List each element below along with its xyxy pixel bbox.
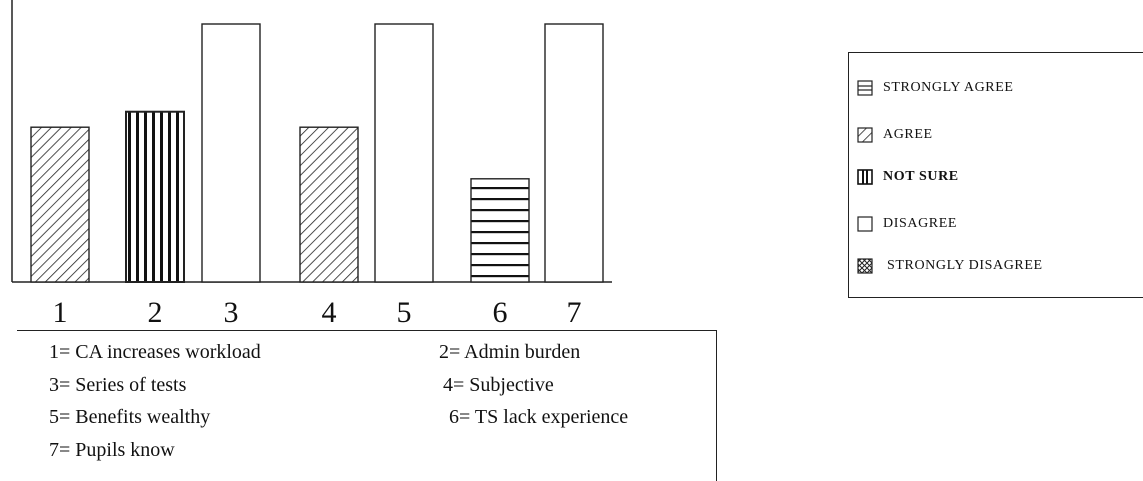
key-item-6: 6= TS lack experience: [449, 406, 629, 428]
x-tick-label-3: 3: [224, 296, 239, 329]
legend-label-not-sure: NOT SURE: [883, 169, 959, 184]
legend-entry-not-sure: NOT SURE: [857, 166, 959, 188]
key-item-2: 2= Admin burden: [439, 341, 581, 363]
legend-label-agree: AGREE: [883, 127, 933, 142]
legend-entry-strongly-agree: STRONGLY AGREE: [857, 77, 1014, 99]
key-item-3: 3= Series of tests: [49, 374, 187, 396]
not-sure-swatch-icon: [857, 169, 873, 185]
legend-entry-agree: AGREE: [857, 124, 933, 146]
strongly-agree-swatch-icon: [857, 80, 873, 96]
legend-label-strongly-disagree: STRONGLY DISAGREE: [887, 258, 1043, 273]
legend-label-strongly-agree: STRONGLY AGREE: [883, 80, 1014, 95]
bar-4: [299, 126, 359, 283]
strongly-disagree-swatch-icon: [857, 258, 873, 274]
bar-chart: 1 2 3 4 5 6 7: [11, 0, 612, 329]
bar-5: [374, 23, 434, 283]
x-tick-label-1: 1: [53, 296, 68, 329]
bar-1: [30, 126, 90, 283]
x-tick-label-5: 5: [397, 296, 412, 329]
legend-label-disagree: DISAGREE: [883, 216, 958, 231]
x-tick-label-4: 4: [322, 296, 337, 329]
bar-3: [201, 23, 261, 283]
disagree-swatch-icon: [857, 216, 873, 232]
key-item-7: 7= Pupils know: [49, 439, 175, 461]
bar-6: [470, 178, 530, 283]
legend-entry-strongly-disagree: STRONGLY DISAGREE: [857, 255, 1043, 277]
x-tick-label-7: 7: [567, 296, 582, 329]
bar-7: [544, 23, 604, 283]
key-item-1: 1= CA increases workload: [49, 341, 261, 363]
key-item-5: 5= Benefits wealthy: [49, 406, 211, 428]
key-item-4: 4= Subjective: [443, 374, 554, 396]
legend: STRONGLY AGREE AGREE NOT SURE DISAGREE S…: [848, 52, 1143, 298]
agree-swatch-icon: [857, 127, 873, 143]
legend-entry-disagree: DISAGREE: [857, 213, 957, 235]
x-tick-label-2: 2: [148, 296, 163, 329]
bar-2: [125, 110, 185, 283]
category-key-box: 1= CA increases workload 2= Admin burden…: [17, 330, 717, 481]
x-tick-label-6: 6: [493, 296, 508, 329]
